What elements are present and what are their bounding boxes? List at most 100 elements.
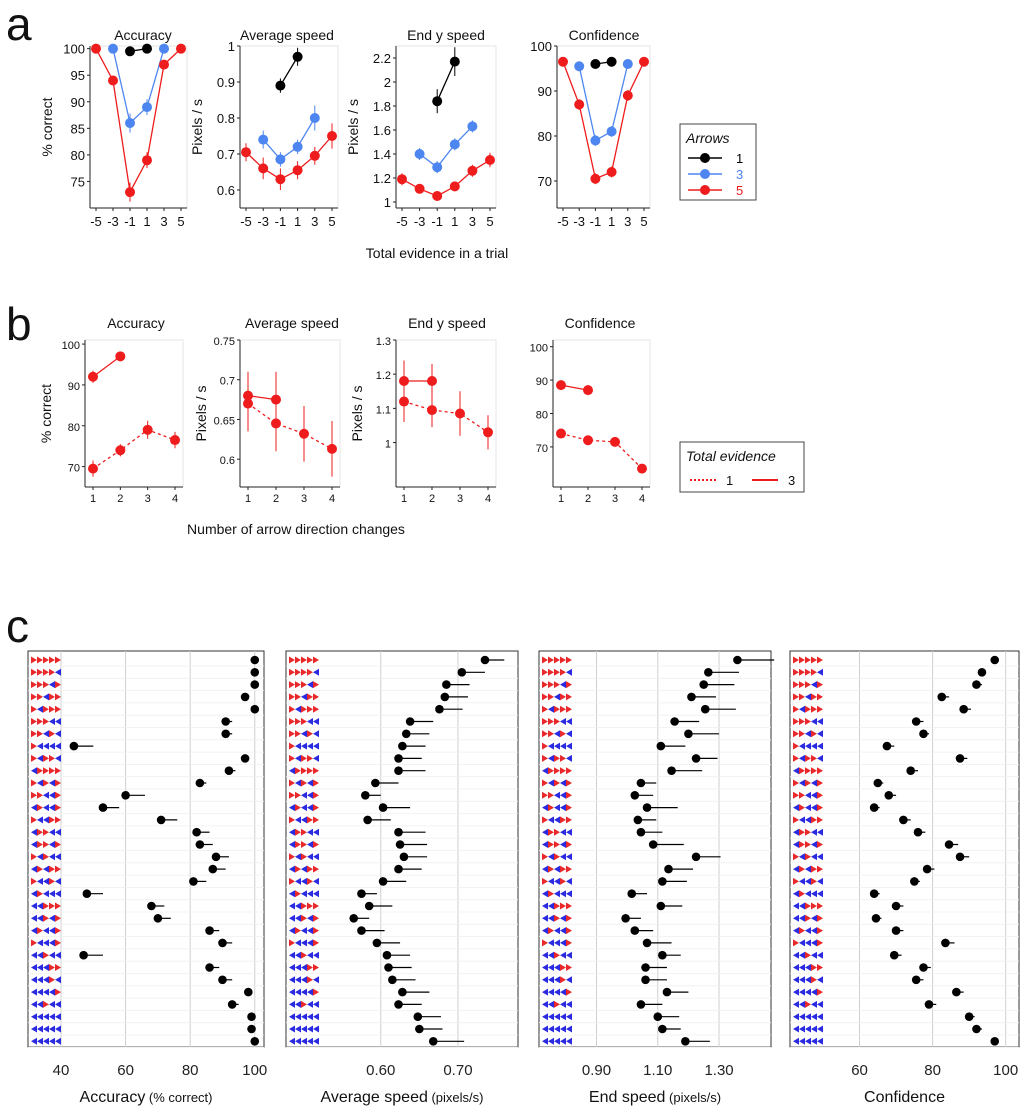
y-tick-label: 100: [530, 39, 552, 54]
left-arrow-icon: [307, 804, 313, 812]
data-point: [937, 692, 947, 702]
left-arrow-icon: [548, 853, 554, 861]
left-arrow-icon: [295, 914, 301, 922]
left-arrow-icon: [811, 1025, 817, 1033]
right-arrow-icon: [548, 865, 554, 873]
right-arrow-icon: [43, 853, 49, 861]
legend-box: [679, 123, 757, 201]
left-arrow-icon: [817, 754, 823, 762]
left-arrow-icon: [43, 988, 49, 996]
left-arrow-icon: [37, 951, 43, 959]
right-arrow-icon: [31, 693, 37, 701]
right-arrow-icon: [566, 816, 572, 824]
left-arrow-icon: [37, 988, 43, 996]
data-point: [142, 424, 153, 435]
left-arrow-icon: [49, 681, 55, 689]
right-arrow-icon: [542, 754, 548, 762]
left-arrow-icon: [307, 1000, 313, 1008]
left-arrow-icon: [548, 914, 554, 922]
right-arrow-icon: [811, 902, 817, 910]
left-arrow-icon: [560, 681, 566, 689]
left-arrow-icon: [548, 742, 554, 750]
right-arrow-icon: [560, 865, 566, 873]
data-point: [398, 741, 407, 751]
left-arrow-icon: [301, 988, 307, 996]
left-arrow-icon: [313, 976, 319, 984]
right-arrow-icon: [301, 705, 307, 713]
right-arrow-icon: [313, 927, 319, 935]
right-arrow-icon: [560, 902, 566, 910]
data-point: [574, 61, 585, 72]
data-point: [156, 815, 166, 825]
right-arrow-icon: [554, 754, 560, 762]
x-tick-label: 2: [273, 493, 279, 505]
left-arrow-icon: [817, 718, 823, 725]
data-point: [240, 754, 250, 763]
left-arrow-icon: [295, 964, 301, 971]
left-arrow-icon: [49, 927, 55, 935]
left-arrow-icon: [289, 1037, 295, 1045]
left-arrow-icon: [43, 877, 49, 885]
y-tick-label: 2: [384, 75, 391, 90]
left-arrow-icon: [289, 828, 295, 836]
left-arrow-icon: [49, 828, 55, 836]
data-point: [667, 766, 676, 775]
data-point: [108, 75, 118, 86]
plot-frame: [538, 650, 772, 1048]
data-point: [327, 443, 337, 454]
right-arrow-icon: [793, 877, 799, 885]
right-arrow-icon: [560, 964, 566, 971]
data-point: [449, 139, 460, 150]
series-1: [399, 381, 493, 450]
right-arrow-icon: [811, 705, 817, 713]
y-tick-label: 0.9: [217, 75, 235, 90]
right-arrow-icon: [554, 828, 560, 836]
left-arrow-icon: [542, 1013, 548, 1021]
left-arrow-icon: [295, 1037, 301, 1045]
right-arrow-icon: [49, 730, 55, 738]
data-point: [899, 815, 908, 825]
x-tick-label: 1: [401, 493, 407, 505]
left-arrow-icon: [554, 693, 560, 701]
right-arrow-icon: [307, 964, 313, 971]
legend-box: [679, 441, 805, 493]
left-arrow-icon: [793, 951, 799, 959]
left-arrow-icon: [301, 890, 307, 898]
right-arrow-icon: [566, 964, 572, 971]
data-point: [432, 191, 443, 201]
left-arrow-icon: [805, 976, 811, 984]
left-arrow-icon: [542, 804, 548, 812]
left-arrow-icon: [31, 1013, 37, 1021]
left-arrow-icon: [43, 693, 49, 701]
data-point: [195, 778, 205, 788]
left-arrow-icon: [566, 951, 572, 959]
right-arrow-icon: [31, 791, 37, 799]
left-arrow-icon: [799, 939, 805, 947]
right-arrow-icon: [55, 791, 61, 799]
left-arrow-icon: [295, 951, 301, 959]
y-tick-label: 0.7: [217, 147, 235, 162]
right-arrow-icon: [37, 865, 43, 873]
data-point: [142, 155, 152, 166]
left-arrow-icon: [31, 964, 37, 971]
left-arrow-icon: [805, 1025, 811, 1033]
left-arrow-icon: [295, 816, 301, 824]
left-arrow-icon: [817, 1037, 823, 1045]
left-arrow-icon: [301, 1025, 307, 1033]
y-tick-label: 95: [71, 68, 85, 83]
x-tick-label: 100: [993, 1062, 1018, 1079]
left-arrow-icon: [811, 681, 817, 689]
series-line: [560, 432, 643, 470]
left-arrow-icon: [55, 890, 61, 898]
left-arrow-icon: [37, 779, 43, 787]
x-tick-label: 80: [182, 1062, 199, 1079]
left-arrow-icon: [301, 742, 307, 750]
left-arrow-icon: [313, 890, 319, 898]
series-1: [88, 420, 180, 477]
right-arrow-icon: [560, 730, 566, 738]
chart-a4: Confidence 70 80 90 100 -5 -3 -1 1 3 5: [530, 27, 651, 229]
left-arrow-icon: [55, 1013, 61, 1021]
series-line: [112, 48, 165, 125]
y-tick-label: 85: [71, 121, 85, 136]
left-arrow-icon: [37, 1037, 43, 1045]
